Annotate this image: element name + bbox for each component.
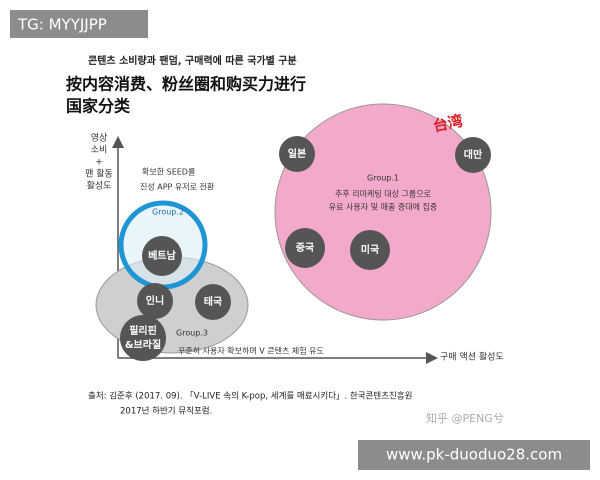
y-axis-label: 소비 xyxy=(91,145,108,156)
group3-label: Group.3 xyxy=(176,329,208,338)
footer-banner: www.pk-duoduo28.com xyxy=(386,446,562,464)
source: 출처: 김준후 (2017. 09). 「V-LIVE 속의 K-pop, 세계… xyxy=(88,391,412,402)
country: 대만 xyxy=(464,148,483,161)
y-axis-label: + xyxy=(95,158,103,168)
y-axis-label: 영상 xyxy=(91,133,108,144)
country: &브라질 xyxy=(125,338,161,351)
country: 미국 xyxy=(361,243,379,256)
title: 按内容消费、粉丝圈和购买力进行 xyxy=(66,75,306,94)
source: 2017년 하반기 뮤직포럼. xyxy=(120,406,212,417)
country-circle xyxy=(279,136,315,172)
banner: TG: MYYJJPP xyxy=(17,16,107,34)
country-circle xyxy=(195,284,231,320)
country-circle xyxy=(120,315,166,361)
subtitle: 콘텐츠 소비량과 팬덤, 구매력에 따른 국가별 구분 xyxy=(88,54,297,67)
y-axis-label: 팬 활동 xyxy=(85,168,113,180)
country: 인니 xyxy=(146,294,164,307)
watermark: 知乎 @PENG兮 xyxy=(426,411,504,425)
group1-circle xyxy=(274,103,492,321)
x-axis-label: 구매 액션 활성도 xyxy=(440,351,504,363)
group2-label: Group.2 xyxy=(152,208,184,217)
country: 태국 xyxy=(204,295,222,308)
country-circle xyxy=(350,230,390,270)
country-circle xyxy=(455,137,491,173)
group2-note: 확보한 SEED를 xyxy=(142,167,195,177)
country: 일본 xyxy=(288,147,306,160)
title: 国家分类 xyxy=(66,97,131,116)
footer-banner-bg xyxy=(358,440,590,470)
group2-note: 진성 APP 유저로 전환 xyxy=(140,182,215,192)
country-circle xyxy=(137,283,173,319)
country: 필리핀 xyxy=(129,324,157,337)
country-circle xyxy=(285,228,325,268)
group3-note: 꾸준히 사용자 확보하며 V 콘텐츠 체험 유도 xyxy=(178,346,324,356)
group1-label: Group.1 xyxy=(367,174,399,183)
group1-note: 추후 리마케팅 대상 그룹으로 xyxy=(335,189,431,199)
y-axis-label: 활성도 xyxy=(87,180,112,192)
country: 베트남 xyxy=(148,249,176,262)
annotation: 台湾 xyxy=(431,112,464,136)
country: 중국 xyxy=(296,242,314,254)
banner-bg xyxy=(10,10,148,38)
group1-note: 유료 사용자 및 매출 증대에 집중 xyxy=(329,202,437,212)
country-circle xyxy=(142,236,182,276)
